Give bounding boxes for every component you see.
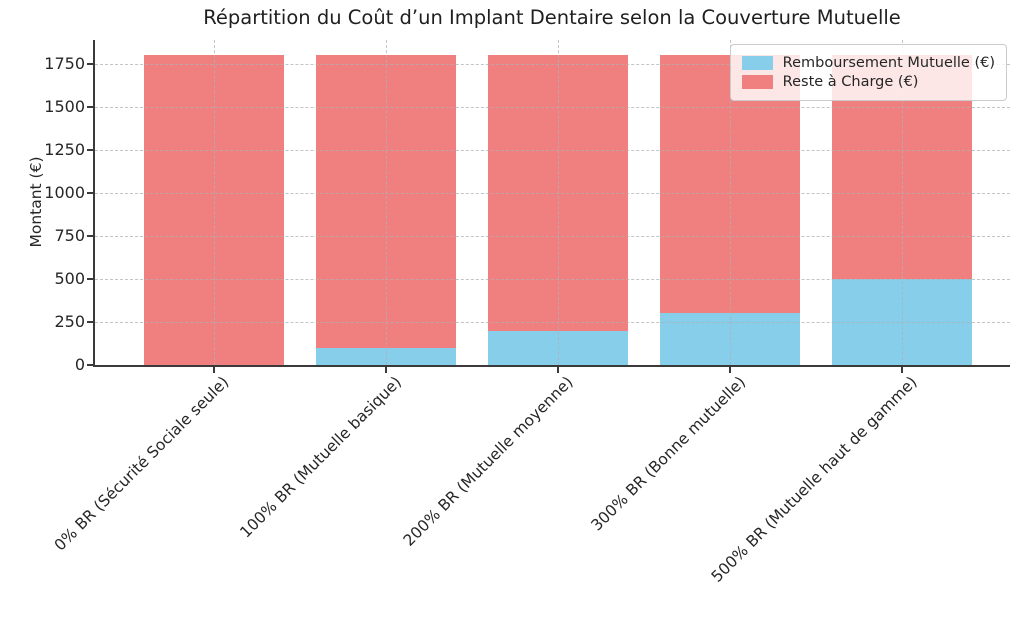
y-tick-mark xyxy=(87,364,93,366)
y-tick-mark xyxy=(87,63,93,65)
legend-swatch-icon xyxy=(741,75,773,89)
x-tick-mark xyxy=(901,367,903,373)
legend-item: Reste à Charge (€) xyxy=(741,74,995,90)
x-tick-mark xyxy=(729,367,731,373)
y-tick-mark xyxy=(87,192,93,194)
x-gridline xyxy=(386,40,387,365)
y-gridline xyxy=(95,322,1010,323)
legend-swatch-icon xyxy=(741,56,773,70)
y-tick-label: 0 xyxy=(74,355,85,374)
y-gridline xyxy=(95,150,1010,152)
y-axis-spine xyxy=(93,40,95,367)
y-gridline xyxy=(95,107,1010,109)
x-gridline xyxy=(558,40,559,365)
y-tick-mark xyxy=(87,149,93,151)
x-tick-label: 500% BR (Mutuelle haut de gamme) xyxy=(707,373,921,586)
y-tick-label: 1250 xyxy=(44,140,85,160)
legend-label: Reste à Charge (€) xyxy=(782,74,919,90)
y-tick-label: 1000 xyxy=(44,183,85,203)
y-tick-mark xyxy=(87,106,93,108)
y-tick-mark xyxy=(87,321,93,323)
y-gridline xyxy=(95,236,1010,238)
y-tick-label: 1500 xyxy=(44,97,85,117)
chart-title: Répartition du Coût d’un Implant Dentair… xyxy=(203,6,901,29)
y-tick-mark xyxy=(87,278,93,280)
x-gridline xyxy=(214,40,215,365)
x-tick-label: 200% BR (Mutuelle moyenne) xyxy=(400,373,577,550)
y-tick-label: 750 xyxy=(54,226,85,246)
x-tick-mark xyxy=(385,367,387,373)
x-tick-mark xyxy=(213,367,215,373)
y-gridline xyxy=(95,279,1010,281)
x-gridline xyxy=(730,40,731,365)
y-tick-label: 1750 xyxy=(44,54,85,74)
x-tick-label: 0% BR (Sécurité Sociale seule) xyxy=(51,373,233,555)
x-gridline xyxy=(902,40,903,365)
x-tick-label: 100% BR (Mutuelle basique) xyxy=(236,373,405,542)
y-tick-mark xyxy=(87,235,93,237)
y-tick-label: 250 xyxy=(54,312,85,331)
y-gridline xyxy=(95,193,1010,195)
x-tick-mark xyxy=(557,367,559,373)
y-tick-label: 500 xyxy=(54,269,85,289)
legend-label: Remboursement Mutuelle (€) xyxy=(782,55,995,71)
legend-item: Remboursement Mutuelle (€) xyxy=(741,55,995,71)
y-gridline xyxy=(95,64,1010,66)
x-axis-spine xyxy=(93,365,1010,367)
legend: Remboursement Mutuelle (€) Reste à Charge… xyxy=(729,44,1007,101)
x-tick-label: 300% BR (Bonne mutuelle) xyxy=(587,373,749,535)
